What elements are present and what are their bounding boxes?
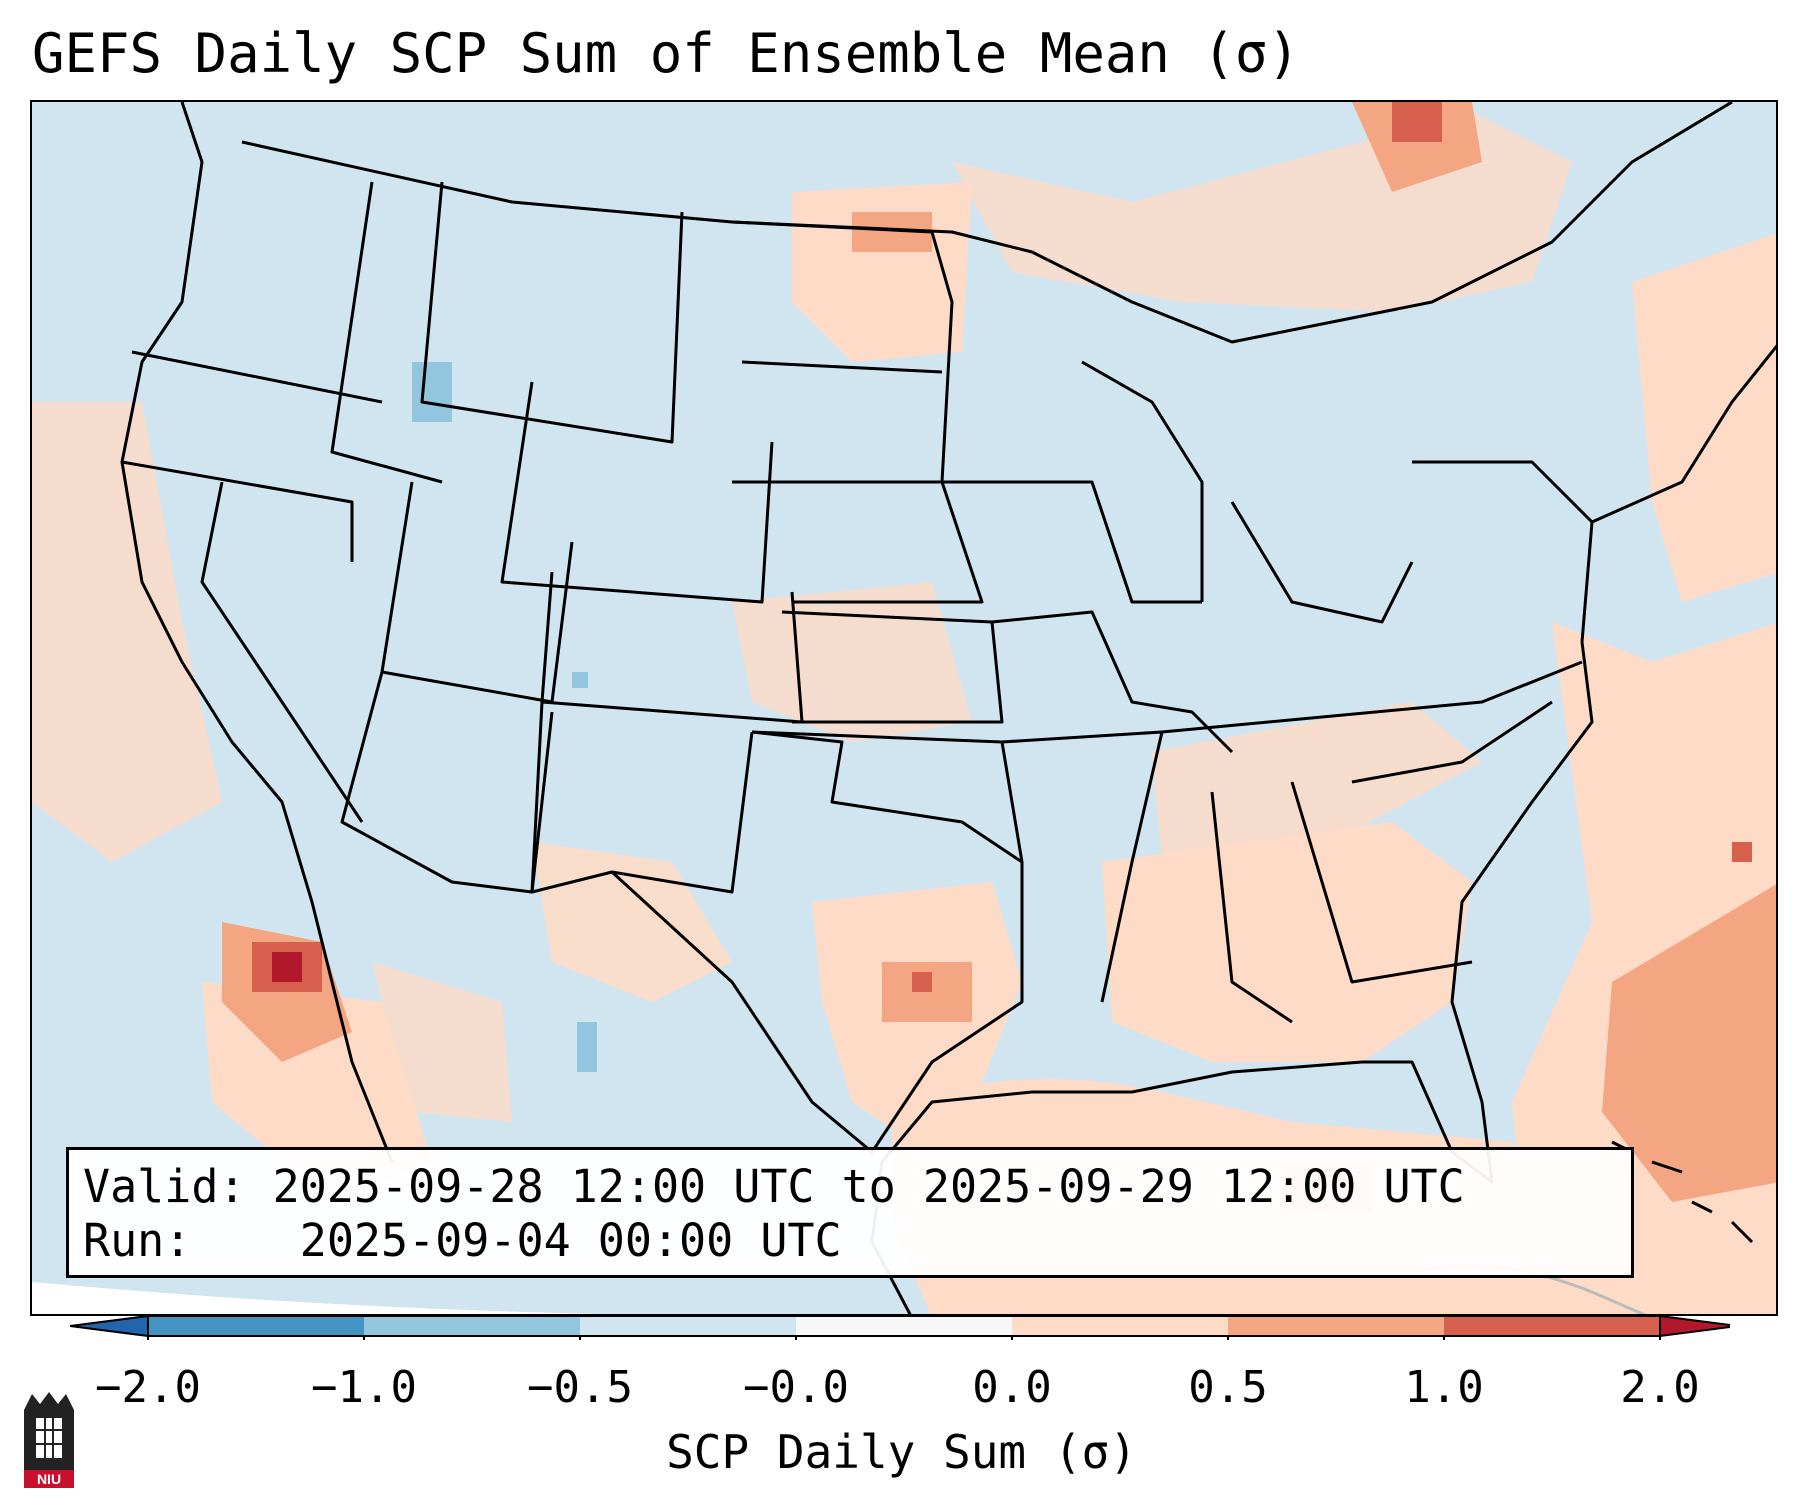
southwest-area [532, 842, 732, 1002]
atlantic-strong-cell [1732, 842, 1752, 862]
colorado-border [540, 571, 804, 724]
utah-border [380, 481, 574, 704]
colorbar-tick-label: −0.0 [743, 1362, 849, 1413]
canada-moderate-area [1352, 102, 1482, 192]
california-border [121, 460, 354, 562]
plains-border-3 [732, 480, 984, 604]
northeast-border [1412, 460, 1594, 643]
colorbar-tick-label: 1.0 [1404, 1362, 1484, 1413]
idaho-negative-cell [412, 362, 452, 422]
colorbar-bin [1444, 1316, 1661, 1336]
great-lakes-border [1081, 360, 1204, 602]
map-panel [30, 100, 1778, 1316]
canada-border [241, 102, 1733, 344]
valid-run-box: Valid: 2025-09-28 12:00 UTC to 2025-09-2… [66, 1147, 1634, 1278]
colorbar-bin [148, 1316, 365, 1336]
colorbar-bin [580, 1316, 797, 1336]
colorbar-label: SCP Daily Sum (σ) [666, 1425, 1137, 1479]
ohio-border [1230, 501, 1414, 624]
colorbar-tick-label: 2.0 [1620, 1362, 1700, 1413]
ohio-valley-area [1152, 702, 1482, 862]
colorbar-under-arrow [70, 1314, 149, 1338]
southeast-us-area [1102, 822, 1472, 1062]
pacific-coast-area [32, 402, 222, 862]
colorbar-bin [1228, 1316, 1445, 1336]
colorbar-over-arrow [1659, 1314, 1730, 1338]
colorbar-bin [796, 1316, 1013, 1336]
east-coastline [1362, 641, 1594, 1184]
logo-window-grid [36, 1418, 62, 1458]
plains-border-2 [741, 360, 943, 374]
plains-border-1 [731, 220, 954, 483]
montana-border [420, 181, 684, 444]
colorbar [70, 1314, 1730, 1340]
map-canvas [32, 102, 1776, 1314]
anomaly-negative-cells [412, 362, 597, 1072]
texas-border [610, 730, 1024, 1154]
south-border-2 [1161, 660, 1583, 734]
colorbar-tick-label: 0.0 [972, 1362, 1052, 1413]
colorado-negative-cell [572, 672, 588, 688]
south-border-3 [1210, 791, 1293, 1024]
logo-text: NIU [37, 1471, 61, 1487]
south-border-1 [1001, 730, 1164, 1003]
wyoming-border [500, 381, 774, 604]
canada-strong-area [1392, 102, 1442, 142]
plains-border-4 [781, 610, 1004, 724]
colorbar-tick-label: −2.0 [95, 1362, 201, 1413]
valid-time: 2025-09-28 12:00 UTC to 2025-09-29 12:00… [272, 1160, 1465, 1213]
texas-strong-cell [912, 972, 932, 992]
run-label: Run: [83, 1214, 192, 1267]
niu-logo: NIU [24, 1392, 74, 1488]
southeast-border [1290, 781, 1473, 984]
carolina-border [1351, 700, 1553, 784]
colorbar-bin [1012, 1316, 1229, 1336]
colorbar-outline [147, 1315, 1661, 1337]
colorbar-tick-label: 0.5 [1188, 1362, 1268, 1413]
nevada-border [200, 481, 364, 823]
central-plains-area [732, 582, 972, 742]
mexico-negative-cell [577, 1022, 597, 1072]
mexico-gulf-area [372, 962, 512, 1122]
valid-label: Valid: [83, 1160, 246, 1213]
logo-window-lines [36, 1418, 62, 1458]
logo-red-band [24, 1470, 74, 1488]
midwest-border-1 [942, 480, 1202, 604]
idaho-border [330, 181, 443, 484]
coastline-west [120, 102, 394, 1163]
colorbar-bin [364, 1316, 581, 1336]
atlantic-moderate-area [1602, 884, 1776, 1202]
arizona-border [340, 671, 544, 894]
map-title: GEFS Daily SCP Sum of Ensemble Mean (σ) [32, 22, 1300, 85]
run-time: 2025-09-04 00:00 UTC [299, 1214, 842, 1267]
northeast-atlantic-area [1632, 233, 1776, 602]
midwest-border-2 [991, 610, 1234, 754]
colorbar-tick-label: −0.5 [527, 1362, 633, 1413]
new-england-coastline [1591, 344, 1776, 524]
colorbar-tick-label: −1.0 [311, 1362, 417, 1413]
gulf-of-california-peak-cell [272, 952, 302, 982]
